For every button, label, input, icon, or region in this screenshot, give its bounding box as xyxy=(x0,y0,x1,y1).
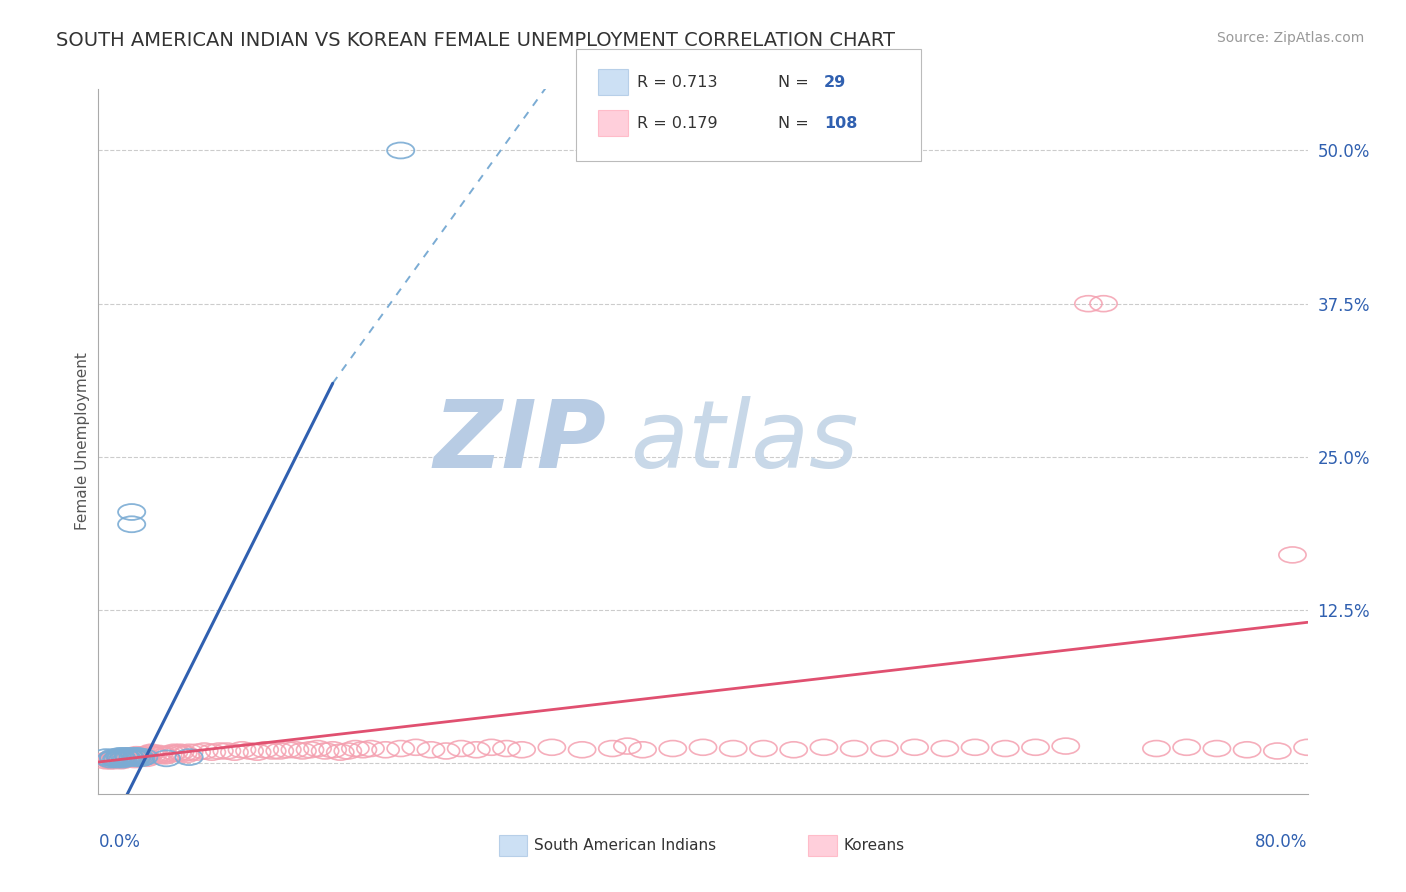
Text: 108: 108 xyxy=(824,116,858,130)
Text: SOUTH AMERICAN INDIAN VS KOREAN FEMALE UNEMPLOYMENT CORRELATION CHART: SOUTH AMERICAN INDIAN VS KOREAN FEMALE U… xyxy=(56,31,896,50)
Text: atlas: atlas xyxy=(630,396,859,487)
Text: N =: N = xyxy=(778,75,808,89)
Text: R = 0.713: R = 0.713 xyxy=(637,75,717,89)
Text: 0.0%: 0.0% xyxy=(98,832,141,851)
Text: ZIP: ZIP xyxy=(433,395,606,488)
Text: 29: 29 xyxy=(824,75,846,89)
Y-axis label: Female Unemployment: Female Unemployment xyxy=(75,352,90,531)
Text: N =: N = xyxy=(778,116,808,130)
Text: Koreans: Koreans xyxy=(844,838,904,853)
Text: South American Indians: South American Indians xyxy=(534,838,717,853)
Text: Source: ZipAtlas.com: Source: ZipAtlas.com xyxy=(1216,31,1364,45)
Text: R = 0.179: R = 0.179 xyxy=(637,116,717,130)
Text: 80.0%: 80.0% xyxy=(1256,832,1308,851)
